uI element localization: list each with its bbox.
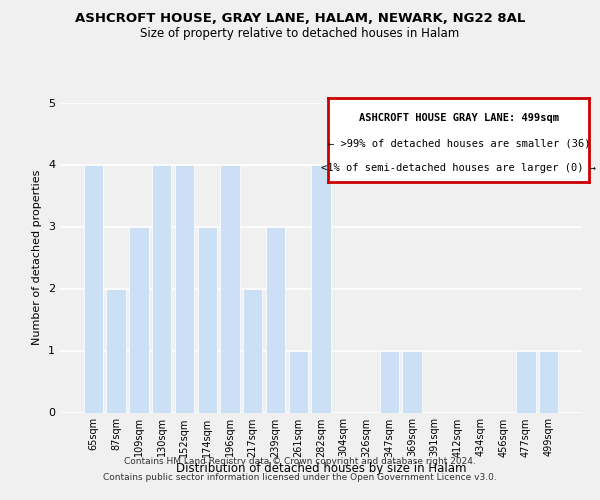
- Bar: [152, 164, 172, 412]
- Text: ASHCROFT HOUSE GRAY LANE: 499sqm: ASHCROFT HOUSE GRAY LANE: 499sqm: [359, 112, 559, 122]
- Bar: [266, 226, 285, 412]
- Bar: [106, 288, 126, 412]
- Bar: [516, 350, 536, 412]
- Text: <1% of semi-detached houses are larger (0) →: <1% of semi-detached houses are larger (…: [322, 164, 596, 173]
- Bar: [289, 350, 308, 412]
- Text: Contains HM Land Registry data © Crown copyright and database right 2024.: Contains HM Land Registry data © Crown c…: [124, 458, 476, 466]
- Bar: [243, 288, 262, 412]
- Y-axis label: Number of detached properties: Number of detached properties: [32, 170, 43, 345]
- Bar: [311, 164, 331, 412]
- Bar: [380, 350, 399, 412]
- Bar: [403, 350, 422, 412]
- Text: ASHCROFT HOUSE, GRAY LANE, HALAM, NEWARK, NG22 8AL: ASHCROFT HOUSE, GRAY LANE, HALAM, NEWARK…: [75, 12, 525, 26]
- X-axis label: Distribution of detached houses by size in Halam: Distribution of detached houses by size …: [176, 462, 466, 475]
- Bar: [539, 350, 558, 412]
- Bar: [129, 226, 149, 412]
- Text: Size of property relative to detached houses in Halam: Size of property relative to detached ho…: [140, 28, 460, 40]
- Bar: [84, 164, 103, 412]
- Bar: [175, 164, 194, 412]
- Text: Contains public sector information licensed under the Open Government Licence v3: Contains public sector information licen…: [103, 472, 497, 482]
- Bar: [220, 164, 239, 412]
- Text: ← >99% of detached houses are smaller (36): ← >99% of detached houses are smaller (3…: [328, 138, 590, 148]
- Bar: [197, 226, 217, 412]
